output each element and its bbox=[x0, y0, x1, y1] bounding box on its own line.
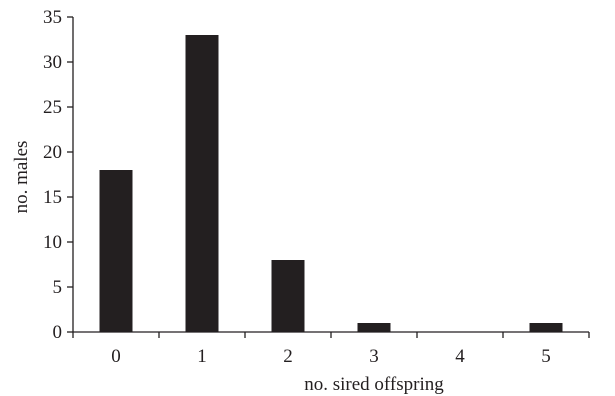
y-tick-label: 5 bbox=[53, 277, 63, 298]
x-tick-label: 2 bbox=[283, 346, 293, 367]
x-axis-title: no. sired offspring bbox=[304, 374, 444, 395]
y-axis-title: no. males bbox=[11, 141, 32, 214]
bar-3 bbox=[357, 323, 391, 332]
y-tick-label: 10 bbox=[43, 232, 62, 253]
x-tick-label: 3 bbox=[369, 346, 379, 367]
y-tick-label: 35 bbox=[43, 7, 62, 28]
bars bbox=[99, 35, 563, 332]
axis-lines bbox=[72, 17, 589, 333]
x-tick-label: 1 bbox=[197, 346, 207, 367]
y-tick-label: 30 bbox=[43, 52, 62, 73]
y-tick-label: 0 bbox=[53, 322, 63, 343]
bar-0 bbox=[99, 170, 133, 332]
y-tick-label: 25 bbox=[43, 97, 62, 118]
x-tick-label: 0 bbox=[111, 346, 121, 367]
y-tick-label: 15 bbox=[43, 187, 62, 208]
y-axis: 0 5 10 15 20 25 30 35 bbox=[43, 7, 73, 343]
y-tick-label: 20 bbox=[43, 142, 62, 163]
x-axis: 0 1 2 3 4 5 bbox=[72, 332, 590, 367]
x-tick-label: 5 bbox=[541, 346, 551, 367]
x-tick-label: 4 bbox=[455, 346, 465, 367]
bar-1 bbox=[185, 35, 219, 332]
bar-5 bbox=[529, 323, 563, 332]
bar-2 bbox=[271, 260, 305, 332]
